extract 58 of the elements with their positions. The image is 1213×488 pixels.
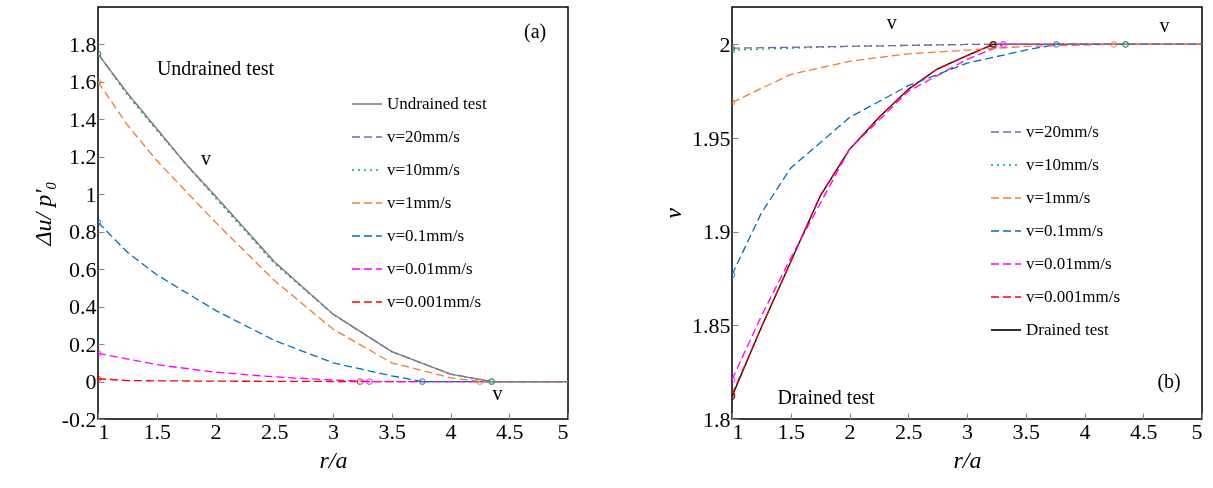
legend-label: v=0.001mm/s [387, 292, 482, 311]
x-tick-label: 3 [328, 418, 339, 444]
x-tick-label: 5 [557, 418, 569, 444]
x-tick-label: 4 [445, 418, 457, 444]
y-tick-label: 0.8 [69, 219, 97, 245]
y-tick-label: 2 [719, 31, 731, 57]
x-tick-label: 3 [962, 418, 973, 444]
y-tick-label: -0.2 [61, 406, 97, 432]
legend-label: v=0.1mm/s [387, 226, 465, 245]
y-tick-label: 0.2 [69, 331, 97, 357]
annotation: (b) [1157, 369, 1181, 393]
legend-label: v=10mm/s [387, 160, 460, 179]
x-tick-label: 1.5 [143, 418, 171, 444]
y-tick-label: 1.8 [69, 31, 97, 57]
y-tick-label: 1.2 [69, 144, 97, 170]
legend-label: v=10mm/s [1026, 155, 1099, 174]
annotation: v [492, 382, 503, 405]
y-tick-label: 1.95 [692, 125, 731, 151]
x-tick-label: 5 [1191, 418, 1203, 444]
legend-label: v=20mm/s [387, 127, 460, 146]
y-axis-title: Δu/ p'₀ [29, 181, 56, 247]
annotation: (a) [524, 19, 547, 43]
x-tick-label: 4 [1079, 418, 1091, 444]
x-tick-label: 3.5 [1012, 418, 1040, 444]
legend-label: v=1mm/s [387, 193, 452, 212]
y-tick-label: 0 [85, 369, 97, 395]
legend-label: v=20mm/s [1026, 122, 1099, 141]
y-axis-title: v [660, 207, 686, 219]
x-axis-title: r/a [319, 446, 348, 473]
annotation: v [1159, 13, 1170, 36]
y-tick-label: 0.4 [69, 294, 97, 320]
x-tick-label: 2.5 [261, 418, 289, 444]
legend-label: Drained test [1026, 320, 1109, 339]
annotation: Drained test [777, 386, 876, 409]
y-tick-label: 1.9 [703, 219, 731, 245]
annotation: v [886, 11, 897, 34]
legend-label: v=0.1mm/s [1026, 221, 1104, 240]
y-tick-label: 1.6 [69, 69, 97, 95]
x-tick-label: 3.5 [378, 418, 406, 444]
x-tick-label: 2 [844, 418, 856, 444]
x-axis-title: r/a [953, 446, 982, 473]
y-tick-label: 1.85 [692, 312, 731, 338]
x-tick-label: 4.5 [1130, 418, 1158, 444]
legend-label: v=0.001mm/s [1026, 287, 1121, 306]
x-tick-label: 2 [210, 418, 222, 444]
annotation: Undrained test [156, 56, 275, 79]
legend-label: v=1mm/s [1026, 188, 1091, 207]
legend-label: v=0.01mm/s [1026, 254, 1112, 273]
annotation: v [201, 147, 212, 170]
y-tick-label: 1 [85, 181, 97, 207]
x-tick-label: 1.5 [777, 418, 805, 444]
legend-label: Undrained test [387, 94, 487, 113]
x-tick-label: 2.5 [895, 418, 923, 444]
y-tick-label: 0.6 [69, 256, 97, 282]
x-tick-label: 4.5 [496, 418, 524, 444]
y-tick-label: 1.4 [69, 106, 97, 132]
y-tick-label: 1.8 [703, 406, 731, 432]
legend-label: v=0.01mm/s [387, 259, 473, 278]
